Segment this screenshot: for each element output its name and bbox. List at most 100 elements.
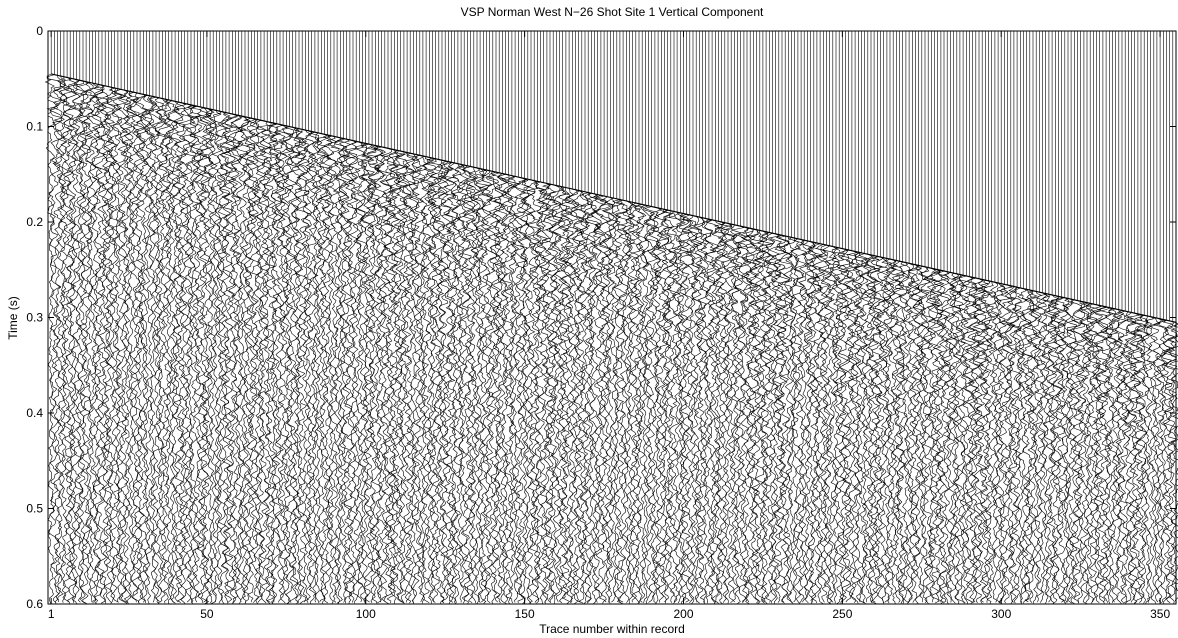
trace-wiggle xyxy=(720,31,736,604)
trace-wiggle xyxy=(1012,31,1028,605)
trace-wiggle xyxy=(826,31,841,603)
trace-wiggle xyxy=(853,31,870,604)
trace-wiggle xyxy=(996,31,1012,603)
trace-wiggle xyxy=(501,31,517,604)
trace-wiggle xyxy=(282,31,298,603)
y-tick-label: 0.4 xyxy=(26,406,43,420)
trace-wiggle xyxy=(1149,31,1163,603)
trace-wiggle xyxy=(694,31,709,604)
trace-wiggle xyxy=(876,31,891,604)
trace-wiggle xyxy=(983,31,1000,604)
trace-wiggle xyxy=(285,31,301,604)
trace-wiggle xyxy=(579,31,593,605)
trace-wiggle xyxy=(622,31,636,604)
trace-wiggle xyxy=(142,31,157,604)
trace-wiggle xyxy=(1022,31,1038,603)
trace-wiggle xyxy=(1073,31,1088,604)
y-tick-label: 0.2 xyxy=(26,215,43,229)
trace-wiggle xyxy=(866,31,882,604)
trace-wiggle xyxy=(215,31,231,605)
trace-wiggle xyxy=(163,31,174,604)
trace-wiggle xyxy=(895,31,911,605)
trace-wiggle xyxy=(587,31,602,605)
trace-wiggle xyxy=(666,31,682,604)
trace-wiggle xyxy=(83,31,96,603)
trace-wiggle xyxy=(768,31,783,604)
trace-wiggle xyxy=(152,31,167,605)
trace-wiggle xyxy=(809,31,825,604)
trace-wiggle xyxy=(415,31,431,603)
trace-wiggle xyxy=(113,31,129,604)
trace-wiggle xyxy=(377,31,393,604)
trace-wiggle xyxy=(278,31,294,605)
trace-wiggle xyxy=(926,31,943,604)
trace-wiggle xyxy=(507,31,521,603)
trace-wiggle xyxy=(418,31,435,603)
trace-wiggle xyxy=(1117,31,1134,604)
trace-wiggle xyxy=(920,31,936,604)
trace-wiggle xyxy=(262,31,279,603)
trace-wiggle xyxy=(1000,31,1016,604)
trace-wiggle xyxy=(761,31,777,603)
trace-wiggle xyxy=(454,31,468,603)
trace-wiggle xyxy=(330,31,345,604)
x-tick-label: 1 xyxy=(48,607,55,621)
trace-wiggle xyxy=(692,31,707,604)
trace-wiggle xyxy=(1009,31,1025,604)
trace-wiggle xyxy=(556,31,571,604)
trace-wiggle xyxy=(1027,31,1041,603)
trace-wiggle xyxy=(219,31,233,603)
trace-wiggle xyxy=(700,31,714,603)
trace-wiggle xyxy=(100,31,116,603)
trace-wiggle xyxy=(303,31,315,603)
trace-wiggle xyxy=(713,31,729,605)
trace-wiggle xyxy=(123,31,138,604)
first-break-line xyxy=(51,73,1177,323)
trace-wiggle xyxy=(947,31,961,604)
trace-wiggle xyxy=(510,31,527,604)
trace-wiggle xyxy=(514,31,529,605)
trace-wiggle xyxy=(1140,31,1153,605)
trace-wiggle xyxy=(1095,31,1111,603)
trace-wiggle xyxy=(69,31,84,604)
trace-wiggle xyxy=(641,31,656,604)
trace-wiggle xyxy=(469,31,485,605)
trace-wiggle xyxy=(259,31,272,604)
trace-wiggle xyxy=(430,31,447,604)
trace-wiggle xyxy=(307,31,320,603)
trace-wiggle xyxy=(653,31,669,603)
trace-wiggle xyxy=(1016,31,1031,603)
trace-wiggle xyxy=(643,31,660,603)
trace-wiggle xyxy=(237,31,252,603)
trace-wiggle xyxy=(590,31,606,603)
trace-wiggle xyxy=(1004,31,1018,604)
trace-wiggle xyxy=(917,31,931,604)
trace-wiggle xyxy=(1054,31,1070,604)
trace-wiggle xyxy=(841,31,857,603)
trace-wiggle xyxy=(1104,31,1117,604)
trace-wiggle xyxy=(656,31,671,604)
trace-wiggle xyxy=(1076,31,1092,605)
trace-wiggle xyxy=(620,31,634,604)
trace-wiggle xyxy=(631,31,647,604)
trace-wiggle xyxy=(139,31,154,604)
y-tick-label: 0.5 xyxy=(26,502,43,516)
trace-wiggle xyxy=(1146,31,1161,604)
trace-wiggle xyxy=(615,31,631,603)
trace-wiggle xyxy=(864,31,880,604)
trace-wiggle xyxy=(602,31,618,604)
trace-wiggle xyxy=(345,31,361,603)
trace-wiggle xyxy=(942,31,958,603)
trace-wiggle xyxy=(1160,31,1175,603)
trace-wiggle xyxy=(882,31,898,604)
trace-wiggle xyxy=(399,31,415,603)
trace-wiggle xyxy=(736,31,752,603)
trace-wiggle xyxy=(951,31,968,603)
trace-wiggle xyxy=(870,31,885,603)
trace-wiggle xyxy=(574,31,590,604)
trace-wiggle xyxy=(304,31,320,604)
trace-wiggle xyxy=(1136,31,1150,604)
trace-wiggle xyxy=(758,31,773,605)
trace-wiggle xyxy=(755,31,770,604)
trace-wiggle xyxy=(1108,31,1123,603)
